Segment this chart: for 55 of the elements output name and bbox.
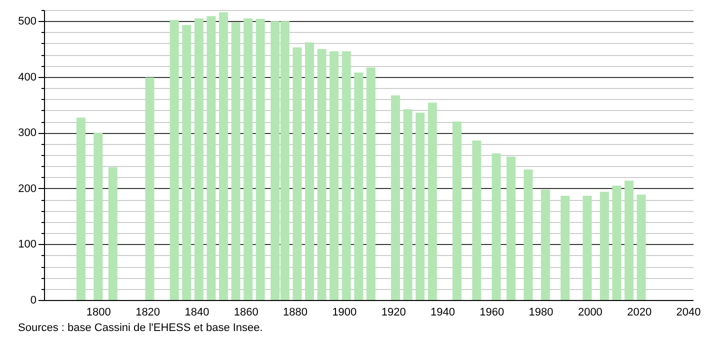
- bar: [472, 140, 482, 300]
- bar: [452, 122, 462, 300]
- y-tick-label: 100: [18, 238, 36, 251]
- x-tick-label: 1920: [381, 306, 406, 318]
- bar: [94, 132, 103, 300]
- bar: [194, 18, 204, 300]
- x-tick-label: 1980: [528, 306, 554, 318]
- y-tick-label: 0: [30, 294, 36, 306]
- bar: [403, 109, 412, 300]
- bar: [342, 51, 351, 300]
- x-tick-label: 1820: [136, 306, 160, 318]
- x-tick-label: 2000: [578, 306, 602, 318]
- bar: [218, 12, 228, 300]
- bar: [540, 190, 550, 300]
- bar: [600, 192, 609, 300]
- y-tick-label: 500: [18, 16, 36, 28]
- bar: [206, 16, 216, 300]
- y-tick-label: 200: [18, 182, 36, 195]
- x-tick-label: 1960: [480, 306, 504, 318]
- y-tick-label: 400: [18, 71, 36, 84]
- x-tick-label: 1800: [86, 306, 111, 318]
- bar: [317, 49, 326, 300]
- bar: [305, 42, 314, 300]
- bar: [636, 194, 646, 300]
- bar: [506, 156, 516, 300]
- bar: [231, 22, 240, 300]
- bar: [612, 186, 622, 300]
- bar: [182, 25, 192, 300]
- bar: [330, 51, 339, 300]
- bar: [582, 196, 592, 300]
- bar: [354, 72, 364, 300]
- bar: [366, 67, 376, 300]
- x-tick-label: 1840: [184, 306, 210, 318]
- bar: [560, 196, 570, 300]
- bar: [170, 20, 179, 300]
- bar: [416, 112, 425, 300]
- bar: [428, 102, 437, 300]
- bar: [244, 18, 253, 300]
- bar: [292, 47, 302, 300]
- bar: [391, 95, 400, 300]
- bar: [524, 170, 533, 300]
- x-tick-label: 2020: [627, 306, 652, 318]
- bar: [145, 77, 154, 300]
- source-note: Sources : base Cassini de l'EHESS et base Insee.: [18, 322, 263, 334]
- x-tick-label: 1880: [283, 306, 308, 318]
- x-tick-label: 1860: [234, 306, 258, 318]
- bar: [624, 180, 634, 300]
- bar: [76, 118, 86, 300]
- x-tick-label: 1940: [430, 306, 455, 318]
- y-tick-label: 300: [18, 127, 36, 140]
- x-tick-label: 1900: [332, 306, 357, 318]
- x-tick-label: 2040: [676, 306, 701, 318]
- bar: [108, 167, 118, 300]
- bar: [492, 153, 501, 300]
- bar: [256, 18, 265, 300]
